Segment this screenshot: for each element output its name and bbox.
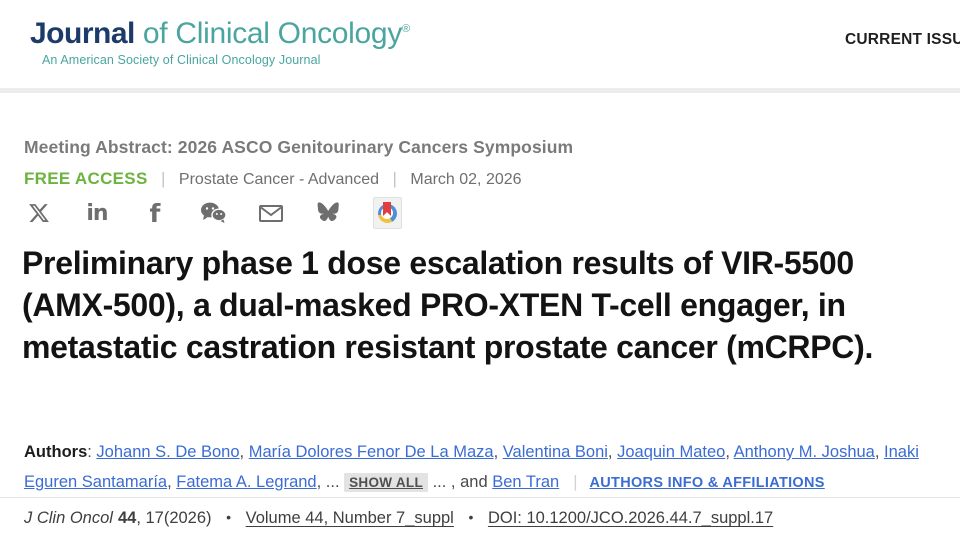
citation-issue-year: , 17(2026) — [136, 509, 212, 527]
author-separator: , — [239, 443, 249, 461]
author-separator: , — [167, 473, 177, 491]
papers-bookmark-icon[interactable] — [372, 197, 402, 229]
author-separator: , — [874, 443, 885, 461]
author-link[interactable]: Inaki Eguren Santamaría — [24, 443, 919, 491]
article-title: Preliminary phase 1 dose escalation resu… — [22, 245, 874, 365]
author-link[interactable]: Johann S. De Bono — [96, 443, 240, 461]
linkedin-icon[interactable]: in — [86, 200, 108, 226]
free-access-badge: FREE ACCESS — [24, 169, 148, 188]
bluesky-icon[interactable] — [314, 198, 344, 228]
topic-link[interactable]: Prostate Cancer - Advanced — [178, 171, 380, 188]
ellipsis-text: ... , and — [428, 473, 493, 491]
meta-separator: | — [161, 169, 166, 188]
author-separator: , — [316, 473, 326, 491]
authors-colon: : — [87, 443, 97, 461]
citation-journal-abbrev: J Clin Oncol — [24, 509, 113, 527]
papers-bookmark-icon-body — [372, 197, 402, 229]
registered-mark: ® — [402, 23, 411, 35]
article-meta-row: FREE ACCESS | Prostate Cancer - Advanced… — [24, 169, 934, 189]
logo-word-journal: Journal — [30, 17, 135, 50]
authors-vertical-separator: | — [573, 473, 578, 491]
author-separator: , — [493, 443, 503, 461]
doi-link[interactable]: DOI: 10.1200/JCO.2026.44.7_suppl.17 — [487, 509, 774, 527]
bookmark-glyph — [383, 202, 391, 216]
header-divider — [0, 88, 960, 93]
meta-separator: | — [392, 169, 397, 188]
citation-volume: 44 — [117, 509, 137, 527]
volume-link[interactable]: Volume 44, Number 7_suppl — [245, 509, 454, 527]
facebook-icon[interactable]: f — [149, 198, 161, 228]
citation-bullet: • — [226, 509, 232, 525]
journal-logo[interactable]: Journal of Clinical Oncology® An America… — [30, 12, 410, 67]
share-toolbar: in f — [24, 197, 430, 229]
logo-tagline: An American Society of Clinical Oncology… — [42, 53, 321, 67]
section-divider — [0, 497, 960, 498]
x-icon[interactable] — [24, 198, 54, 228]
authors-info-affiliations-link[interactable]: AUTHORS INFO & AFFILIATIONS — [589, 475, 825, 491]
author-separator: , — [607, 443, 618, 461]
logo-word-rest: of Clinical Oncology — [134, 17, 403, 50]
publication-date: March 02, 2026 — [410, 171, 522, 188]
authors-line: Authors: Johann S. De Bono, María Dolore… — [24, 437, 940, 498]
site-header: Journal of Clinical Oncology® An America… — [0, 0, 960, 88]
author-link[interactable]: Anthony M. Joshua — [733, 443, 875, 461]
show-all-button[interactable]: SHOW ALL — [344, 473, 429, 492]
nav-current-issue-link[interactable]: CURRENT ISSUE — [845, 31, 960, 48]
author-link[interactable]: Valentina Boni — [502, 443, 608, 461]
citation-line: J Clin Oncol 44, 17(2026) • Volume 44, Nu… — [24, 509, 940, 528]
author-link[interactable]: Fatema A. Legrand — [176, 473, 317, 491]
author-separator: , — [725, 443, 734, 461]
email-icon[interactable] — [256, 198, 286, 228]
wechat-icon[interactable] — [198, 198, 228, 228]
author-link-last[interactable]: Ben Tran — [492, 473, 560, 491]
author-link[interactable]: María Dolores Fenor De La Maza — [248, 443, 494, 461]
author-link[interactable]: Joaquin Mateo — [617, 443, 726, 461]
ellipsis-text: ... — [325, 473, 345, 491]
meeting-abstract-eyebrow: Meeting Abstract: 2026 ASCO Genitourinar… — [24, 137, 574, 157]
citation-bullet: • — [468, 509, 474, 525]
journal-logo-text: Journal of Clinical Oncology® — [30, 12, 410, 51]
authors-label: Authors — [24, 443, 88, 461]
